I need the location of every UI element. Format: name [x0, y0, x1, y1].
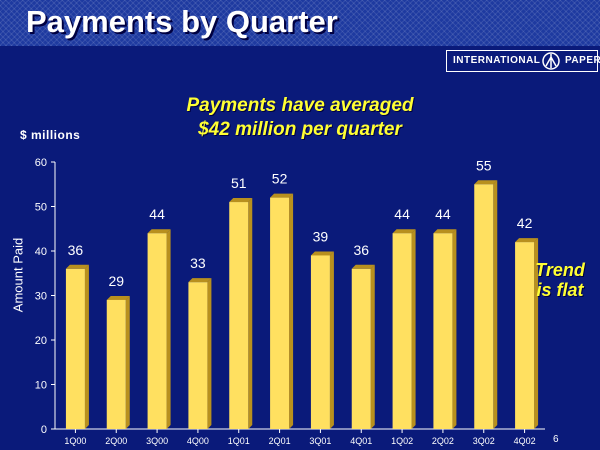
subtitle-line-1: Payments have averaged — [186, 95, 414, 116]
bar-side — [84, 264, 89, 429]
y-tick-label: 40 — [35, 246, 47, 258]
data-label: 44 — [149, 206, 165, 222]
y-tick-label: 60 — [35, 157, 47, 169]
x-tick-label: 2Q02 — [432, 436, 454, 446]
bar-side — [493, 180, 498, 429]
company-logo: INTERNATIONAL PAPER — [446, 50, 600, 72]
x-tick-label: 1Q00 — [64, 436, 86, 446]
x-tick-label: 2Q00 — [105, 436, 127, 446]
title-band — [0, 0, 600, 46]
bar-top — [351, 264, 375, 269]
trend-note-line-2: is flat — [536, 280, 584, 300]
bar — [392, 233, 412, 429]
x-tick-label: 4Q01 — [350, 436, 372, 446]
bar-top — [310, 251, 334, 256]
x-tick-label: 4Q00 — [187, 436, 209, 446]
x-tick-label: 1Q02 — [391, 436, 413, 446]
chart-subtitle: Payments have averaged $42 million per q… — [150, 94, 450, 142]
data-label: 42 — [517, 215, 533, 231]
bar-side — [207, 278, 212, 429]
bar-top — [188, 278, 212, 283]
bar — [147, 233, 167, 429]
subtitle-line-2: $42 million per quarter — [198, 119, 402, 140]
data-label: 36 — [68, 242, 84, 258]
slide-title: Payments by Quarter — [26, 4, 338, 39]
bar-top — [474, 180, 498, 185]
data-label: 52 — [272, 171, 288, 187]
x-tick-label: 2Q01 — [269, 436, 291, 446]
units-label: $ millions — [20, 128, 81, 142]
bar-top — [229, 198, 253, 203]
bar-side — [370, 264, 375, 429]
bar-side — [166, 229, 171, 429]
bar — [433, 233, 453, 429]
bar — [474, 184, 494, 429]
bar — [351, 268, 371, 429]
bar — [229, 202, 249, 429]
data-label: 55 — [476, 157, 492, 173]
bar-side — [411, 229, 416, 429]
bar-top — [433, 229, 457, 234]
logo-text-right: PAPER — [565, 55, 600, 66]
x-tick-label: 4Q02 — [514, 436, 536, 446]
trend-note: Trend is flat — [522, 260, 598, 300]
bar-side — [534, 238, 539, 429]
page-number: 6 — [553, 434, 559, 445]
logo-mark-icon — [542, 52, 560, 70]
bar — [188, 282, 208, 429]
x-tick-label: 3Q00 — [146, 436, 168, 446]
trend-note-line-1: Trend — [535, 260, 585, 280]
bar-side — [329, 251, 334, 429]
x-tick-label: 3Q01 — [309, 436, 331, 446]
y-tick-label: 20 — [35, 335, 47, 347]
bar — [515, 242, 535, 429]
y-tick-label: 10 — [35, 380, 47, 392]
bar-top — [147, 229, 171, 234]
bar-side — [125, 295, 130, 429]
bar-side — [289, 193, 294, 429]
data-label: 33 — [190, 255, 206, 271]
data-label: 39 — [313, 228, 329, 244]
data-label: 44 — [394, 206, 410, 222]
bar-top — [106, 295, 130, 300]
data-label: 44 — [435, 206, 451, 222]
x-tick-label: 1Q01 — [228, 436, 250, 446]
bar — [106, 299, 126, 429]
bar-top — [270, 193, 294, 198]
bar — [270, 197, 290, 429]
bar-side — [248, 198, 253, 429]
bar — [310, 255, 330, 429]
data-label: 36 — [353, 242, 369, 258]
bar-top — [392, 229, 416, 234]
bar-side — [452, 229, 457, 429]
y-tick-label: 50 — [35, 202, 47, 214]
bar — [65, 268, 85, 429]
y-tick-label: 0 — [41, 424, 47, 436]
data-label: 29 — [108, 273, 124, 289]
logo-text-left: INTERNATIONAL — [453, 55, 541, 66]
x-tick-label: 3Q02 — [473, 436, 495, 446]
bar-top — [65, 264, 89, 269]
bar-top — [515, 238, 539, 243]
data-label: 51 — [231, 175, 247, 191]
y-tick-label: 30 — [35, 291, 47, 303]
